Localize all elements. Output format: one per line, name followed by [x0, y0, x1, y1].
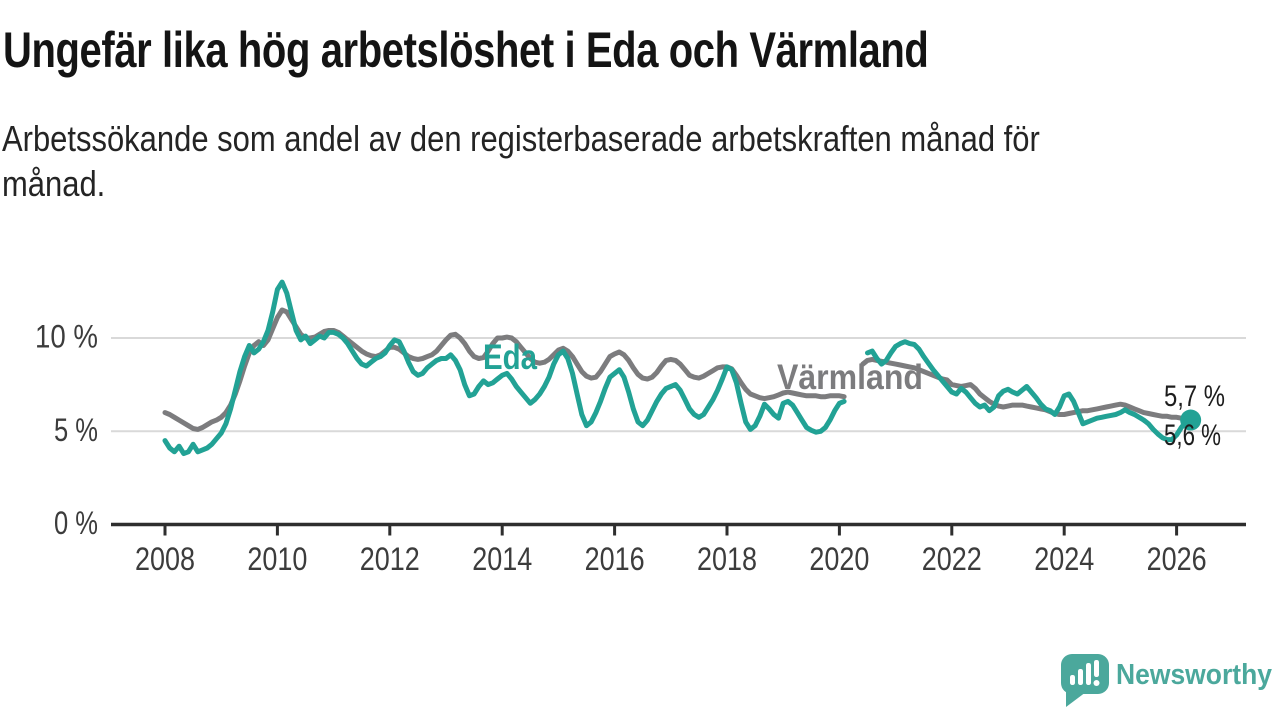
x-axis-label-2010: 2010 [247, 541, 307, 577]
chart-subtitle-line-2: månad. [2, 163, 106, 204]
eda-line [162, 279, 1194, 457]
y-axis-label-10: 10 % [35, 319, 98, 355]
värmland-series-label: Värmland [777, 358, 923, 397]
eda-latest-point-dot [1180, 409, 1202, 431]
newsworthy-logo: Newsworthy [1061, 654, 1272, 707]
x-axis-label-2018: 2018 [697, 541, 757, 577]
x-axis-label-2008: 2008 [135, 541, 195, 577]
newsworthy-logo-text: Newsworthy [1116, 659, 1272, 691]
eda-latest-value-label: 5,6 % [1164, 419, 1221, 452]
x-axis-label-2016: 2016 [585, 541, 645, 577]
x-axis-label-2014: 2014 [472, 541, 532, 577]
y-axis-label-5: 5 % [54, 412, 98, 448]
newsworthy-bubble-chart-icon [1061, 654, 1109, 707]
x-axis-label-2026: 2026 [1147, 541, 1207, 577]
x-axis-label-2022: 2022 [922, 541, 982, 577]
y-axis-label-0: 0 % [54, 505, 98, 541]
värmland-latest-value-label: 5,7 % [1164, 380, 1225, 413]
chart-subtitle-line-1: Arbetssökande som andel av den registerb… [2, 118, 1040, 159]
eda-series-label: Eda [483, 338, 537, 377]
x-axis-label-2020: 2020 [809, 541, 869, 577]
x-axis-label-2012: 2012 [360, 541, 420, 577]
logo-bar-glyphs [1070, 660, 1100, 686]
chart-subtitle: Arbetssökande som andel av den registerb… [2, 116, 1040, 206]
värmland-line [162, 307, 1194, 432]
x-axis-label-2024: 2024 [1034, 541, 1094, 577]
chart-headline: Ungefär lika hög arbetslöshet i Eda och … [3, 22, 929, 78]
